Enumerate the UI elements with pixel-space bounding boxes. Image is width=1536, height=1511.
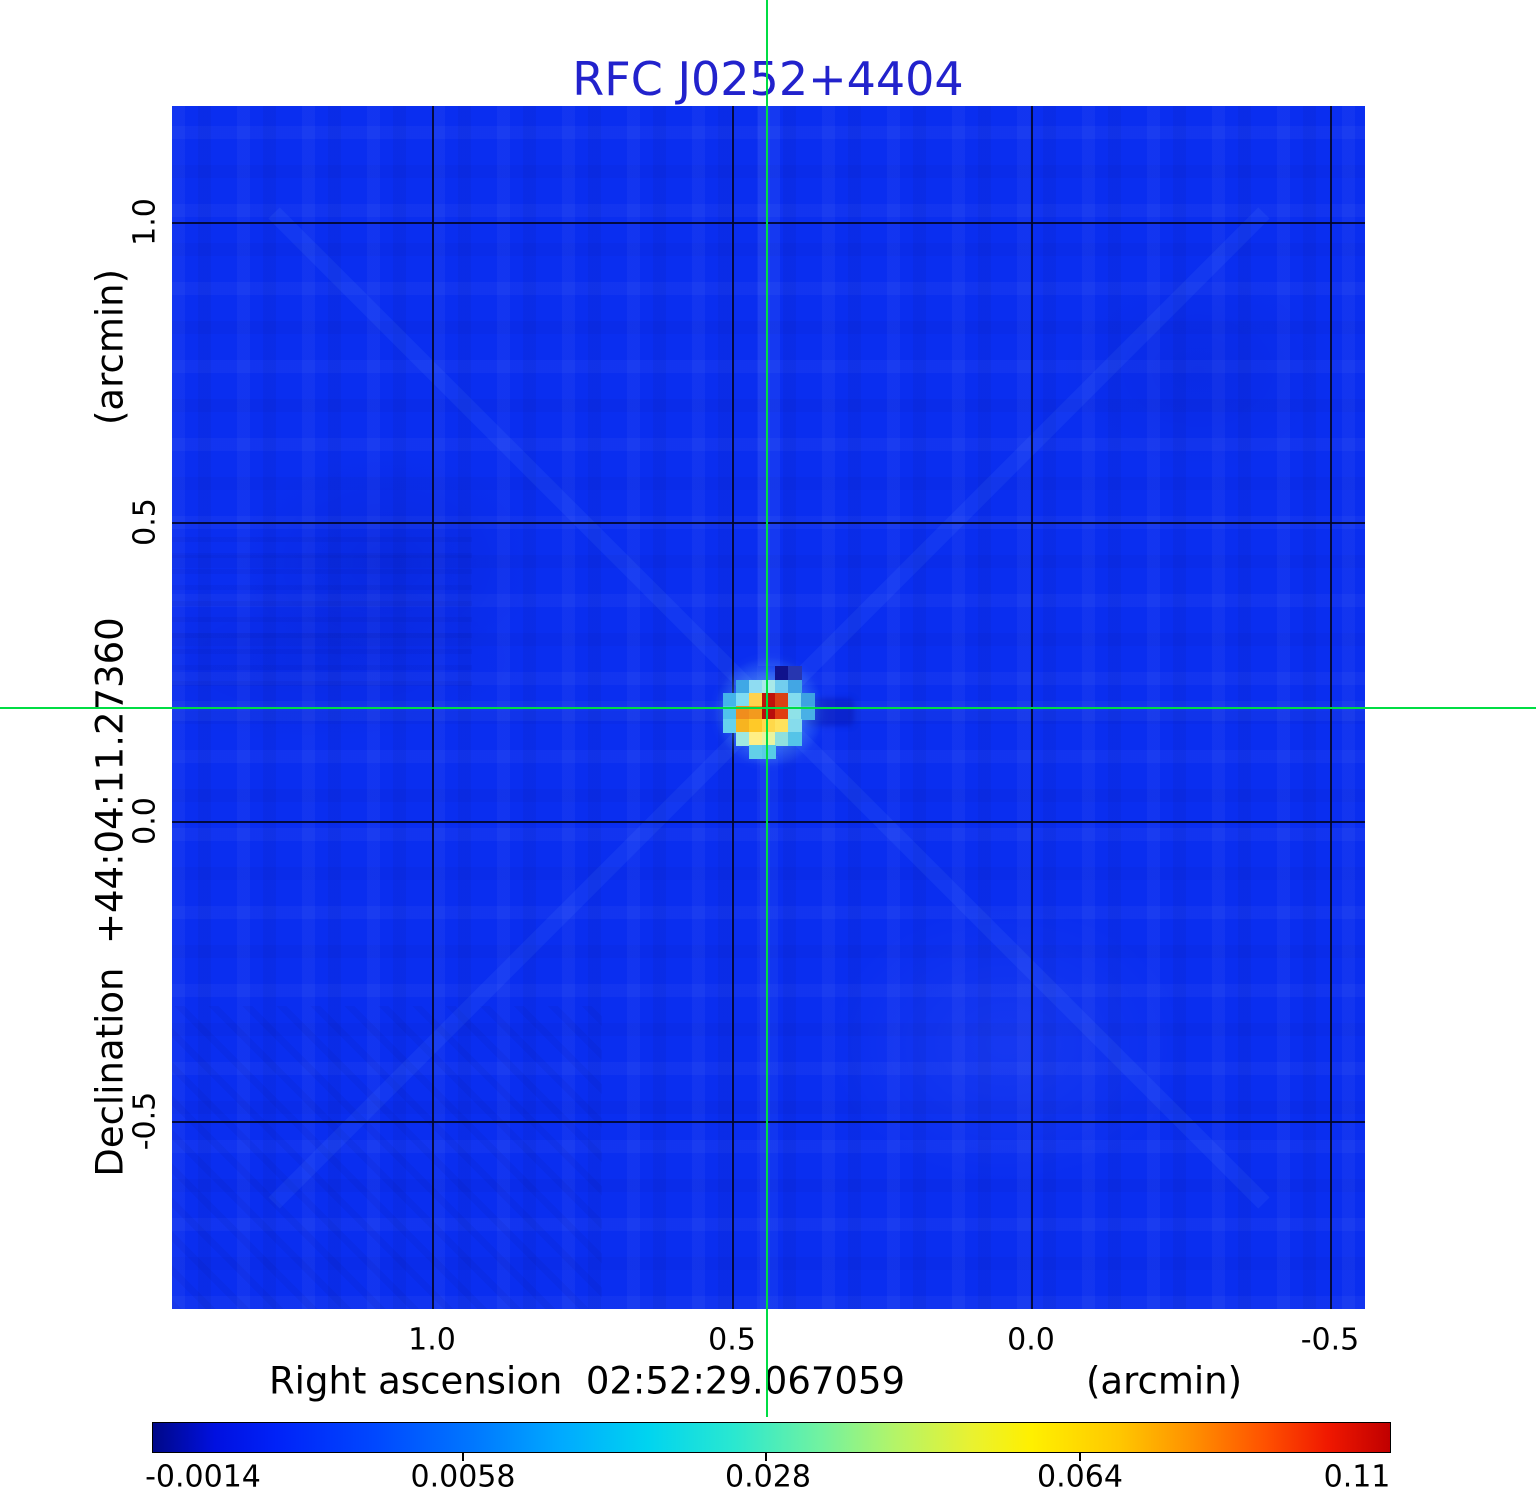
- source-pixel: [736, 693, 750, 707]
- source-pixel: [801, 706, 815, 720]
- grid-line-horizontal: [172, 522, 1365, 524]
- source-pixel: [736, 719, 750, 733]
- x-axis-label: Right ascension 02:52:29.067059: [268, 1359, 906, 1403]
- source-pixel: [749, 693, 763, 707]
- source-pixel: [762, 693, 776, 707]
- y-tick-label: 0.5: [127, 498, 163, 546]
- source-pixel: [788, 706, 802, 720]
- grid-line-horizontal: [172, 222, 1365, 224]
- source-pixel: [775, 732, 789, 746]
- x-tick-label: 1.0: [408, 1322, 456, 1358]
- source-pixel: [736, 680, 750, 694]
- y-axis-label: Declination +44:04:11.27360: [88, 617, 132, 1177]
- source-pixel: [762, 732, 776, 746]
- source-pixel: [788, 693, 802, 707]
- source-pixel: [788, 666, 802, 680]
- ripple-pattern: [172, 1006, 602, 1309]
- colorbar-tick-label: -0.0014: [145, 1459, 261, 1495]
- colorbar-tick-label: 0.028: [725, 1459, 811, 1495]
- figure-title: RFC J0252+4404: [572, 52, 964, 106]
- y-tick-label: -0.5: [127, 1091, 163, 1151]
- y-axis-unit-label: (arcmin): [88, 268, 132, 426]
- grid-line-horizontal: [172, 1121, 1365, 1123]
- x-axis-unit-label: (arcmin): [1085, 1359, 1243, 1403]
- colorbar-tick: [1079, 1453, 1081, 1461]
- source-pixel: [788, 732, 802, 746]
- x-tick-label: 0.0: [1007, 1322, 1055, 1358]
- source-pixel: [749, 719, 763, 733]
- source-pixel: [736, 706, 750, 720]
- stripe-pattern: [172, 536, 472, 686]
- y-tick-label: 1.0: [127, 198, 163, 246]
- source-pixel: [775, 680, 789, 694]
- crosshair-horizontal-line: [0, 707, 1536, 709]
- x-tick-label: 0.5: [708, 1322, 756, 1358]
- source-pixel: [788, 680, 802, 694]
- source-pixel: [723, 693, 737, 707]
- x-tick-label: -0.5: [1300, 1322, 1360, 1358]
- colorbar-tick-label: 0.0058: [410, 1459, 516, 1495]
- source-pixel: [736, 732, 750, 746]
- grid-line-horizontal: [172, 821, 1365, 823]
- source-pixel: [775, 706, 789, 720]
- source-pixel: [762, 680, 776, 694]
- colorbar-tick: [765, 1453, 767, 1461]
- source-pixel: [801, 693, 815, 707]
- source-pixel: [788, 719, 802, 733]
- source-pixel: [775, 693, 789, 707]
- source-pixel: [762, 719, 776, 733]
- colorbar-tick-label: 0.064: [1037, 1459, 1123, 1495]
- source-pixel: [762, 706, 776, 720]
- source-pixel: [723, 706, 737, 720]
- y-tick-label: 0.0: [127, 797, 163, 845]
- source-pixel: [749, 745, 763, 759]
- colorbar-tick: [462, 1453, 464, 1461]
- colorbar: [152, 1422, 1391, 1453]
- source-pixel: [775, 719, 789, 733]
- source-pixel: [749, 706, 763, 720]
- source-pixel: [723, 719, 737, 733]
- source-pixel: [762, 745, 776, 759]
- source-pixel: [749, 680, 763, 694]
- source-pixel: [749, 732, 763, 746]
- colorbar-tick-label: 0.11: [1323, 1459, 1391, 1495]
- source-pixel: [775, 666, 789, 680]
